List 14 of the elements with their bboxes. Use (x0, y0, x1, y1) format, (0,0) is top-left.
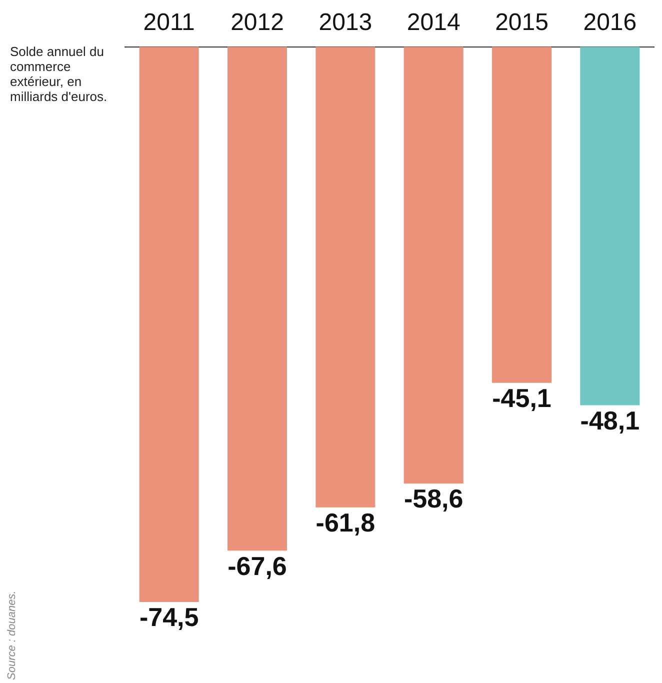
text: Solde annuel du commerce extérieur, en milliards d'euros. (10, 44, 108, 104)
x-tick-label: 2011 (143, 9, 195, 36)
x-tick-label: 2012 (230, 9, 284, 36)
data-label: -58,6 (404, 484, 464, 514)
source-note: Source : douanes. (6, 590, 18, 680)
data-label: -48,1 (580, 405, 640, 436)
x-tick-label: 2013 (318, 9, 372, 36)
data-label: -61,8 (316, 508, 376, 538)
x-tick-label: 2015 (495, 9, 548, 36)
data-label: -67,6 (228, 550, 287, 581)
x-tick-label: 2016 (583, 9, 637, 36)
data-label: -45,1 (492, 383, 552, 414)
x-tick-label: 2014 (406, 9, 460, 36)
data-label: -74,5 (139, 602, 199, 632)
